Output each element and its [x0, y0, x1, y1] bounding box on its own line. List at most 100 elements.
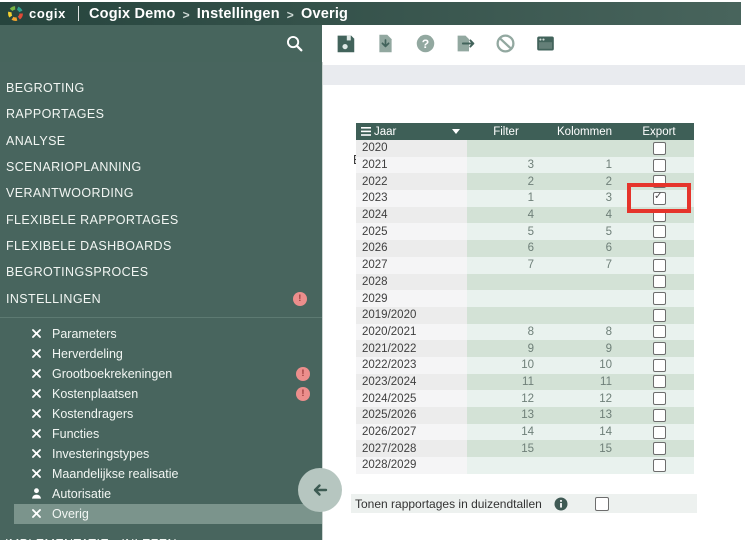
export-checkbox[interactable]: [652, 175, 666, 189]
export-checkbox[interactable]: [652, 358, 666, 372]
filter-cell[interactable]: [467, 290, 545, 307]
sidebar-item-rapportages[interactable]: RAPPORTAGES: [0, 101, 322, 127]
year-cell[interactable]: 2024/2025: [356, 390, 467, 407]
export-cell[interactable]: [624, 140, 694, 157]
filter-cell[interactable]: 11: [467, 373, 545, 391]
export-cell[interactable]: [624, 240, 694, 257]
year-cell[interactable]: 2025/2026: [356, 407, 467, 424]
export-checkbox[interactable]: [652, 442, 666, 456]
kolommen-cell[interactable]: 11: [545, 373, 624, 391]
sidebar-subitem-kostendragers[interactable]: Kostendragers: [14, 404, 322, 424]
export-cell[interactable]: [624, 390, 694, 407]
year-cell[interactable]: 2028: [356, 273, 467, 291]
sidebar-item-verantwoording[interactable]: VERANTWOORDING: [0, 180, 322, 206]
block-button[interactable]: [493, 32, 517, 56]
kolommen-cell[interactable]: 14: [545, 423, 624, 441]
kolommen-cell[interactable]: 15: [545, 440, 624, 458]
year-cell[interactable]: 2027: [356, 256, 467, 274]
filter-cell[interactable]: 12: [467, 390, 545, 407]
filter-cell[interactable]: 6: [467, 240, 545, 257]
export-cell[interactable]: [624, 323, 694, 341]
filter-cell[interactable]: 3: [467, 156, 545, 174]
export-checkbox[interactable]: [652, 258, 666, 272]
year-cell[interactable]: 2029: [356, 290, 467, 307]
export-checkbox[interactable]: [652, 458, 666, 472]
sidebar-item-implementatie-inlezen[interactable]: IMPLEMENTATIE - INLEZEN: [0, 531, 322, 540]
info-icon[interactable]: [554, 497, 568, 511]
export-checkbox[interactable]: [652, 375, 666, 389]
sidebar-subitem-investeringstypes[interactable]: Investeringstypes: [14, 444, 322, 464]
export-cell[interactable]: [624, 290, 694, 307]
kolommen-cell[interactable]: 10: [545, 356, 624, 374]
breadcrumb-section[interactable]: Instellingen: [196, 5, 280, 22]
sidebar-item-flexibele-rapportages[interactable]: FLEXIBELE RAPPORTAGES: [0, 206, 322, 232]
year-cell[interactable]: 2026: [356, 240, 467, 257]
column-header-kolommen[interactable]: Kolommen: [545, 123, 624, 140]
sidebar-subitem-maandelijkse-realisatie[interactable]: Maandelijkse realisatie: [14, 464, 322, 484]
export-cell[interactable]: [624, 373, 694, 391]
kolommen-cell[interactable]: 13: [545, 407, 624, 424]
year-cell[interactable]: 2023/2024: [356, 373, 467, 391]
year-cell[interactable]: 2028/2029: [356, 457, 467, 474]
export-cell[interactable]: [624, 440, 694, 458]
export-cell[interactable]: [624, 356, 694, 374]
kolommen-cell[interactable]: 8: [545, 323, 624, 341]
kolommen-cell[interactable]: 7: [545, 256, 624, 274]
chevron-down-icon[interactable]: [452, 129, 460, 134]
export-cell[interactable]: [624, 407, 694, 424]
breadcrumb-page[interactable]: Overig: [300, 5, 349, 22]
sidebar-item-instellingen[interactable]: INSTELLINGEN!: [0, 285, 322, 311]
kolommen-cell[interactable]: 3: [545, 190, 624, 207]
export-checkbox[interactable]: [652, 308, 666, 322]
sidebar-item-begrotingsproces[interactable]: BEGROTINGSPROCES: [0, 259, 322, 285]
kolommen-cell[interactable]: 5: [545, 223, 624, 241]
export-cell[interactable]: [624, 256, 694, 274]
sidebar-subitem-herverdeling[interactable]: Herverdeling: [14, 344, 322, 364]
export-checkbox[interactable]: [652, 141, 666, 155]
download-file-button[interactable]: [373, 32, 397, 56]
year-cell[interactable]: 2025: [356, 223, 467, 241]
kolommen-cell[interactable]: 1: [545, 156, 624, 174]
filter-cell[interactable]: 1: [467, 190, 545, 207]
export-checkbox[interactable]: [652, 342, 666, 356]
export-cell[interactable]: [624, 223, 694, 241]
help-button[interactable]: ?: [413, 32, 437, 56]
filter-cell[interactable]: [467, 306, 545, 324]
sidebar-item-scenarioplanning[interactable]: SCENARIOPLANNING: [0, 154, 322, 180]
kolommen-cell[interactable]: [545, 140, 624, 157]
filter-cell[interactable]: 10: [467, 356, 545, 374]
column-header-filter[interactable]: Filter: [467, 123, 545, 140]
app-logo[interactable]: cogix: [7, 5, 66, 22]
sidebar-subitem-parameters[interactable]: Parameters: [14, 324, 322, 344]
export-cell[interactable]: [624, 457, 694, 474]
year-cell[interactable]: 2026/2027: [356, 423, 467, 441]
export-checkbox[interactable]: [652, 158, 666, 172]
kolommen-cell[interactable]: [545, 290, 624, 307]
filter-cell[interactable]: 13: [467, 407, 545, 424]
sidebar-subitem-grootboekrekeningen[interactable]: Grootboekrekeningen!: [14, 364, 322, 384]
year-cell[interactable]: 2024: [356, 206, 467, 224]
export-file-button[interactable]: [453, 32, 477, 56]
export-checkbox[interactable]: [652, 425, 666, 439]
export-cell[interactable]: [624, 340, 694, 357]
filter-cell[interactable]: 7: [467, 256, 545, 274]
year-cell[interactable]: 2021: [356, 156, 467, 174]
export-cell[interactable]: [624, 306, 694, 324]
kolommen-cell[interactable]: 4: [545, 206, 624, 224]
breadcrumb-app[interactable]: Cogix Demo: [88, 5, 176, 22]
kolommen-cell[interactable]: 6: [545, 240, 624, 257]
export-checkbox[interactable]: [652, 190, 666, 205]
kolommen-cell[interactable]: [545, 273, 624, 291]
sidebar-subitem-overig[interactable]: Overig: [14, 503, 322, 524]
export-cell[interactable]: [624, 206, 694, 224]
sidebar-subitem-autorisatie[interactable]: Autorisatie: [14, 484, 322, 504]
filter-cell[interactable]: 15: [467, 440, 545, 458]
export-cell[interactable]: [624, 156, 694, 174]
sidebar-item-begroting[interactable]: BEGROTING: [0, 75, 322, 101]
export-checkbox[interactable]: [652, 408, 666, 422]
year-cell[interactable]: 2022: [356, 173, 467, 191]
year-cell[interactable]: 2023: [356, 190, 467, 207]
collapse-sidebar-button[interactable]: [298, 468, 342, 512]
export-checkbox[interactable]: [652, 241, 666, 255]
year-cell[interactable]: 2021/2022: [356, 340, 467, 357]
